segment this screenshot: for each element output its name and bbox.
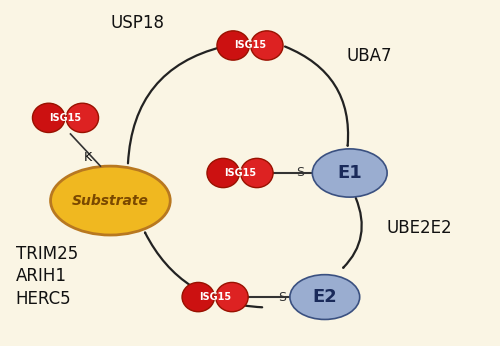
Ellipse shape [250,31,283,60]
Text: K: K [84,151,92,164]
Ellipse shape [312,149,387,197]
Text: ISG15: ISG15 [50,113,82,123]
Text: USP18: USP18 [111,14,165,32]
Text: TRIM25
ARIH1
HERC5: TRIM25 ARIH1 HERC5 [16,245,78,308]
Ellipse shape [66,103,98,133]
Ellipse shape [182,282,214,312]
FancyArrowPatch shape [128,47,222,163]
Ellipse shape [290,275,360,319]
Ellipse shape [240,158,273,188]
Text: ISG15: ISG15 [199,292,231,302]
Text: ISG15: ISG15 [234,40,266,51]
Text: UBE2E2: UBE2E2 [386,219,452,237]
Text: UBA7: UBA7 [347,47,393,65]
Text: E1: E1 [338,164,362,182]
FancyArrowPatch shape [344,198,361,268]
Text: S: S [296,166,304,180]
Text: S: S [278,291,286,303]
Ellipse shape [216,282,248,312]
Ellipse shape [50,166,170,235]
Text: E2: E2 [312,288,337,306]
Text: Substrate: Substrate [72,193,149,208]
Ellipse shape [207,158,240,188]
FancyArrowPatch shape [145,233,262,307]
FancyArrowPatch shape [285,46,348,146]
Ellipse shape [217,31,250,60]
Ellipse shape [32,103,65,133]
Text: ISG15: ISG15 [224,168,256,178]
